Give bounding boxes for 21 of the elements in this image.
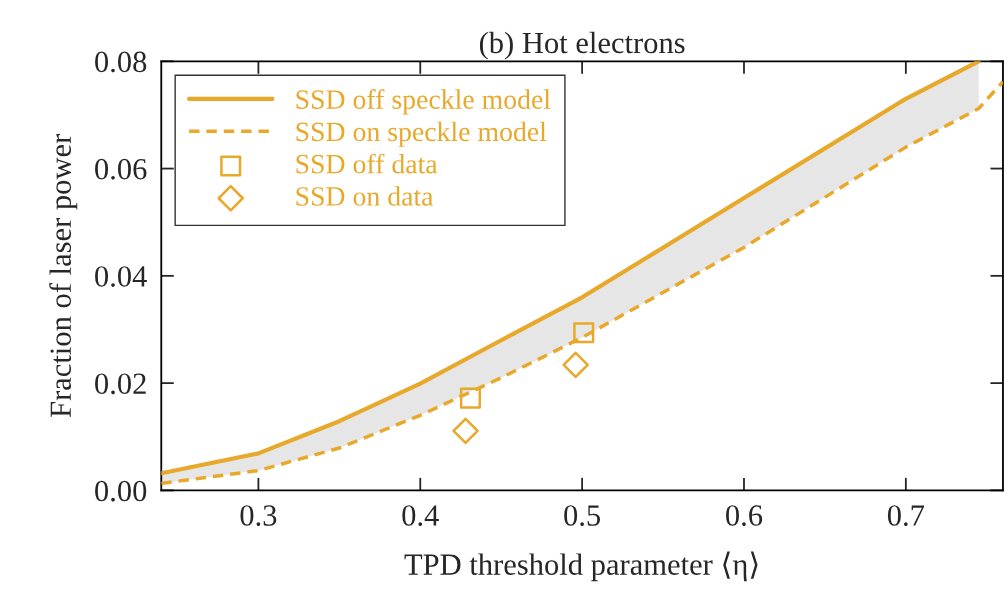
chart-title: (b) Hot electrons [479,31,685,60]
x-tick-label: 0.5 [564,505,601,526]
y-tick-label: 0.00 [95,480,147,502]
legend-label: SSD off data [296,153,438,174]
point [573,322,595,344]
point [459,387,481,409]
y-tick-label: 0.02 [95,373,146,395]
legend-label: SSD on speckle model [296,121,547,147]
x-axis-title: TPD threshold parameter ⟨η⟩ [404,551,758,582]
y-tick-label: 0.08 [95,51,147,73]
x-tick-label: 0.4 [402,505,439,526]
y-axis-title: Fraction of laser power [49,134,78,418]
y-tick-label: 0.06 [95,158,147,180]
point [452,417,479,445]
y-tick-label: 0.04 [95,266,147,287]
point [562,351,589,379]
x-tick-label: 0.6 [726,505,763,526]
legend-label: SSD on data [296,186,434,206]
x-tick-label: 0.7 [887,505,925,526]
legend-label: SSD off speckle model [296,89,551,115]
x-tick-label: 0.3 [240,505,277,526]
